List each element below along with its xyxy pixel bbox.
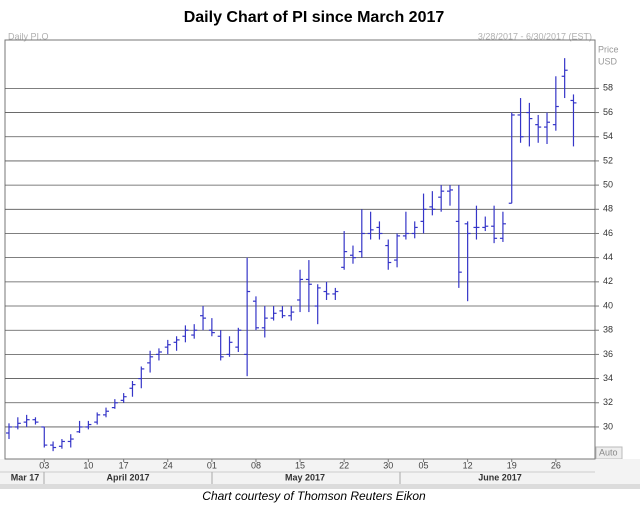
y-tick-label: 34 <box>603 373 613 383</box>
y-tick-label: 44 <box>603 252 613 262</box>
chart-title: Daily Chart of PI since March 2017 <box>184 9 445 26</box>
x-tick-label: 19 <box>507 460 517 470</box>
y-tick-label: 56 <box>603 107 613 117</box>
month-label: April 2017 <box>106 472 149 482</box>
y-tick-label: 40 <box>603 300 613 310</box>
header-left: Daily PI.O <box>8 31 49 41</box>
y-tick-label: 38 <box>603 325 613 335</box>
x-tick-label: 03 <box>39 460 49 470</box>
x-tick-label: 24 <box>163 460 173 470</box>
caption: Chart courtesy of Thomson Reuters Eikon <box>202 489 426 503</box>
y-tick-label: 36 <box>603 349 613 359</box>
x-tick-label: 30 <box>383 460 393 470</box>
month-label: May 2017 <box>285 472 325 482</box>
x-tick-label: 17 <box>119 460 129 470</box>
y-tick-label: 30 <box>603 421 613 431</box>
x-tick-label: 08 <box>251 460 261 470</box>
y-tick-label: 52 <box>603 155 613 165</box>
y-tick-label: 48 <box>603 204 613 214</box>
x-tick-label: 10 <box>83 460 93 470</box>
x-tick-label: 22 <box>339 460 349 470</box>
auto-button-label[interactable]: Auto <box>599 447 618 457</box>
y-axis-label: Price <box>598 44 619 54</box>
header-right: 3/28/2017 - 6/30/2017 (EST) <box>478 31 592 41</box>
x-tick-label: 05 <box>419 460 429 470</box>
y-axis-label: USD <box>598 56 618 66</box>
x-tick-label: 26 <box>551 460 561 470</box>
scrollbar[interactable] <box>0 484 640 489</box>
y-tick-label: 54 <box>603 131 613 141</box>
y-tick-label: 50 <box>603 179 613 189</box>
y-tick-label: 46 <box>603 228 613 238</box>
x-tick-label: 01 <box>207 460 217 470</box>
month-label: June 2017 <box>478 472 522 482</box>
y-tick-label: 58 <box>603 83 613 93</box>
y-tick-label: 42 <box>603 276 613 286</box>
x-tick-label: 15 <box>295 460 305 470</box>
month-label: Mar 17 <box>11 472 40 482</box>
x-tick-label: 12 <box>463 460 473 470</box>
y-tick-label: 32 <box>603 397 613 407</box>
